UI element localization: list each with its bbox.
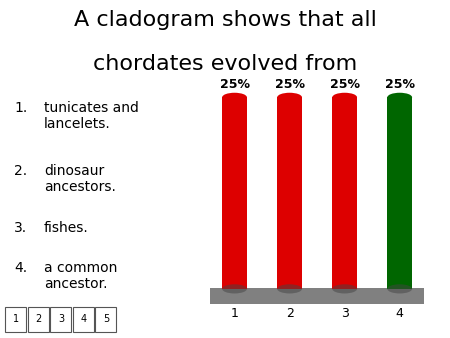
Text: 2.: 2. [14, 164, 27, 178]
Text: 3.: 3. [14, 221, 27, 235]
Ellipse shape [222, 284, 247, 293]
Bar [387, 97, 412, 289]
FancyBboxPatch shape [50, 307, 72, 332]
Ellipse shape [222, 93, 247, 102]
Text: 3: 3 [58, 314, 64, 324]
Bar [222, 97, 247, 289]
FancyBboxPatch shape [72, 307, 94, 332]
Text: tunicates and
lancelets.: tunicates and lancelets. [44, 101, 139, 131]
Bar [277, 97, 302, 289]
Bar [210, 288, 424, 304]
Ellipse shape [387, 93, 412, 102]
Ellipse shape [332, 93, 357, 102]
Text: a common
ancestor.: a common ancestor. [44, 261, 117, 291]
Ellipse shape [332, 284, 357, 293]
FancyBboxPatch shape [95, 307, 117, 332]
Text: 25%: 25% [274, 78, 305, 91]
Text: 4: 4 [81, 314, 87, 324]
Ellipse shape [277, 284, 302, 293]
Text: 2: 2 [36, 314, 42, 324]
FancyBboxPatch shape [27, 307, 49, 332]
Text: A cladogram shows that all: A cladogram shows that all [73, 10, 377, 30]
Text: 5: 5 [103, 314, 109, 324]
Text: 25%: 25% [330, 78, 360, 91]
Ellipse shape [277, 93, 302, 102]
Ellipse shape [387, 284, 412, 293]
Text: 25%: 25% [220, 78, 250, 91]
FancyBboxPatch shape [5, 307, 27, 332]
Text: 25%: 25% [385, 78, 415, 91]
Text: fishes.: fishes. [44, 221, 89, 235]
Text: 1: 1 [13, 314, 19, 324]
Text: dinosaur
ancestors.: dinosaur ancestors. [44, 164, 116, 194]
Text: chordates evolved from: chordates evolved from [93, 54, 357, 74]
Text: 1.: 1. [14, 101, 27, 115]
Text: 4.: 4. [14, 261, 27, 274]
Bar [332, 97, 357, 289]
